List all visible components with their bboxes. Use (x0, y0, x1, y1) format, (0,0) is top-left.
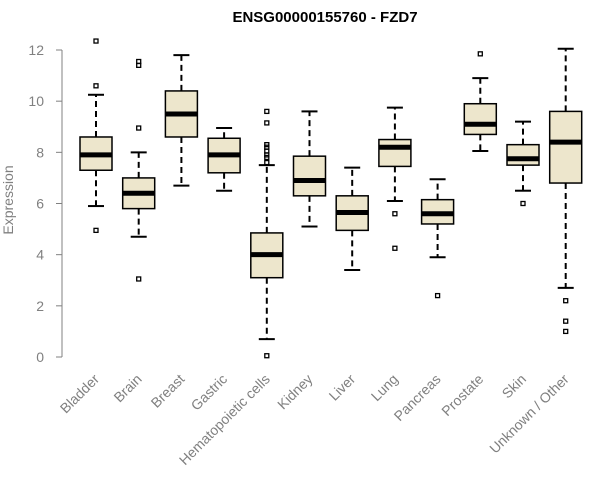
box-brain (121, 58, 156, 282)
y-tick-label: 10 (28, 93, 44, 109)
outlier-point (136, 58, 142, 65)
chart-title: ENSG00000155760 - FZD7 (232, 9, 417, 26)
outlier-point (264, 108, 270, 115)
x-tick-label: Lung (368, 371, 401, 404)
x-tick-label: Kidney (274, 371, 316, 413)
outlier-point (264, 159, 270, 166)
iqr-box (292, 155, 327, 197)
outlier-point (563, 318, 569, 324)
y-tick-label: 2 (36, 298, 44, 314)
y-tick-label: 0 (36, 349, 44, 365)
outlier-point (93, 83, 99, 89)
y-tick-label: 4 (36, 247, 44, 263)
x-tick-label: Skin (499, 371, 530, 402)
y-axis-label: Expression (0, 165, 16, 234)
x-tick-label: Breast (148, 371, 188, 411)
y-tick-label: 12 (28, 42, 44, 58)
box-skin (506, 120, 540, 207)
iqr-box (548, 110, 583, 184)
box-gastric (207, 127, 241, 192)
outlier-point (520, 200, 526, 207)
x-tick-label: Bladder (57, 371, 103, 417)
y-tick-label: 8 (36, 144, 44, 160)
outlier-point (93, 38, 99, 44)
outlier-point (563, 298, 569, 304)
outlier-point (392, 245, 398, 251)
outlier-point (563, 328, 569, 335)
box-lung (378, 106, 412, 251)
outlier-point (264, 142, 270, 148)
outlier-point (93, 227, 99, 234)
iqr-box (506, 143, 540, 166)
box-unknown-other (548, 47, 583, 335)
x-tick-label: Liver (326, 371, 359, 404)
iqr-box (378, 138, 412, 168)
x-tick-label: Unknown / Other (486, 371, 572, 457)
box-pancreas (420, 178, 455, 299)
outlier-point (477, 51, 483, 57)
box-liver (335, 166, 369, 272)
outlier-point (136, 125, 142, 131)
box-prostate (463, 51, 498, 153)
y-axis: 0 2 4 6 8 10 12 (28, 42, 63, 365)
outlier-point (434, 292, 441, 299)
box-bladder (79, 38, 113, 234)
x-tick-label: Gastric (188, 371, 231, 414)
x-tick-label: Brain (110, 371, 144, 405)
box-hematopoietic-cells (250, 108, 284, 359)
box-series (79, 38, 583, 359)
outlier-point (136, 276, 142, 282)
outlier-point (264, 353, 270, 359)
box-kidney (292, 110, 327, 228)
x-tick-label: Pancreas (391, 371, 444, 424)
box-breast (164, 54, 199, 187)
iqr-box (463, 102, 498, 136)
x-tick-label: Prostate (438, 371, 486, 419)
outlier-point (392, 211, 398, 217)
y-tick-label: 6 (36, 196, 44, 212)
outlier-point (264, 120, 270, 126)
